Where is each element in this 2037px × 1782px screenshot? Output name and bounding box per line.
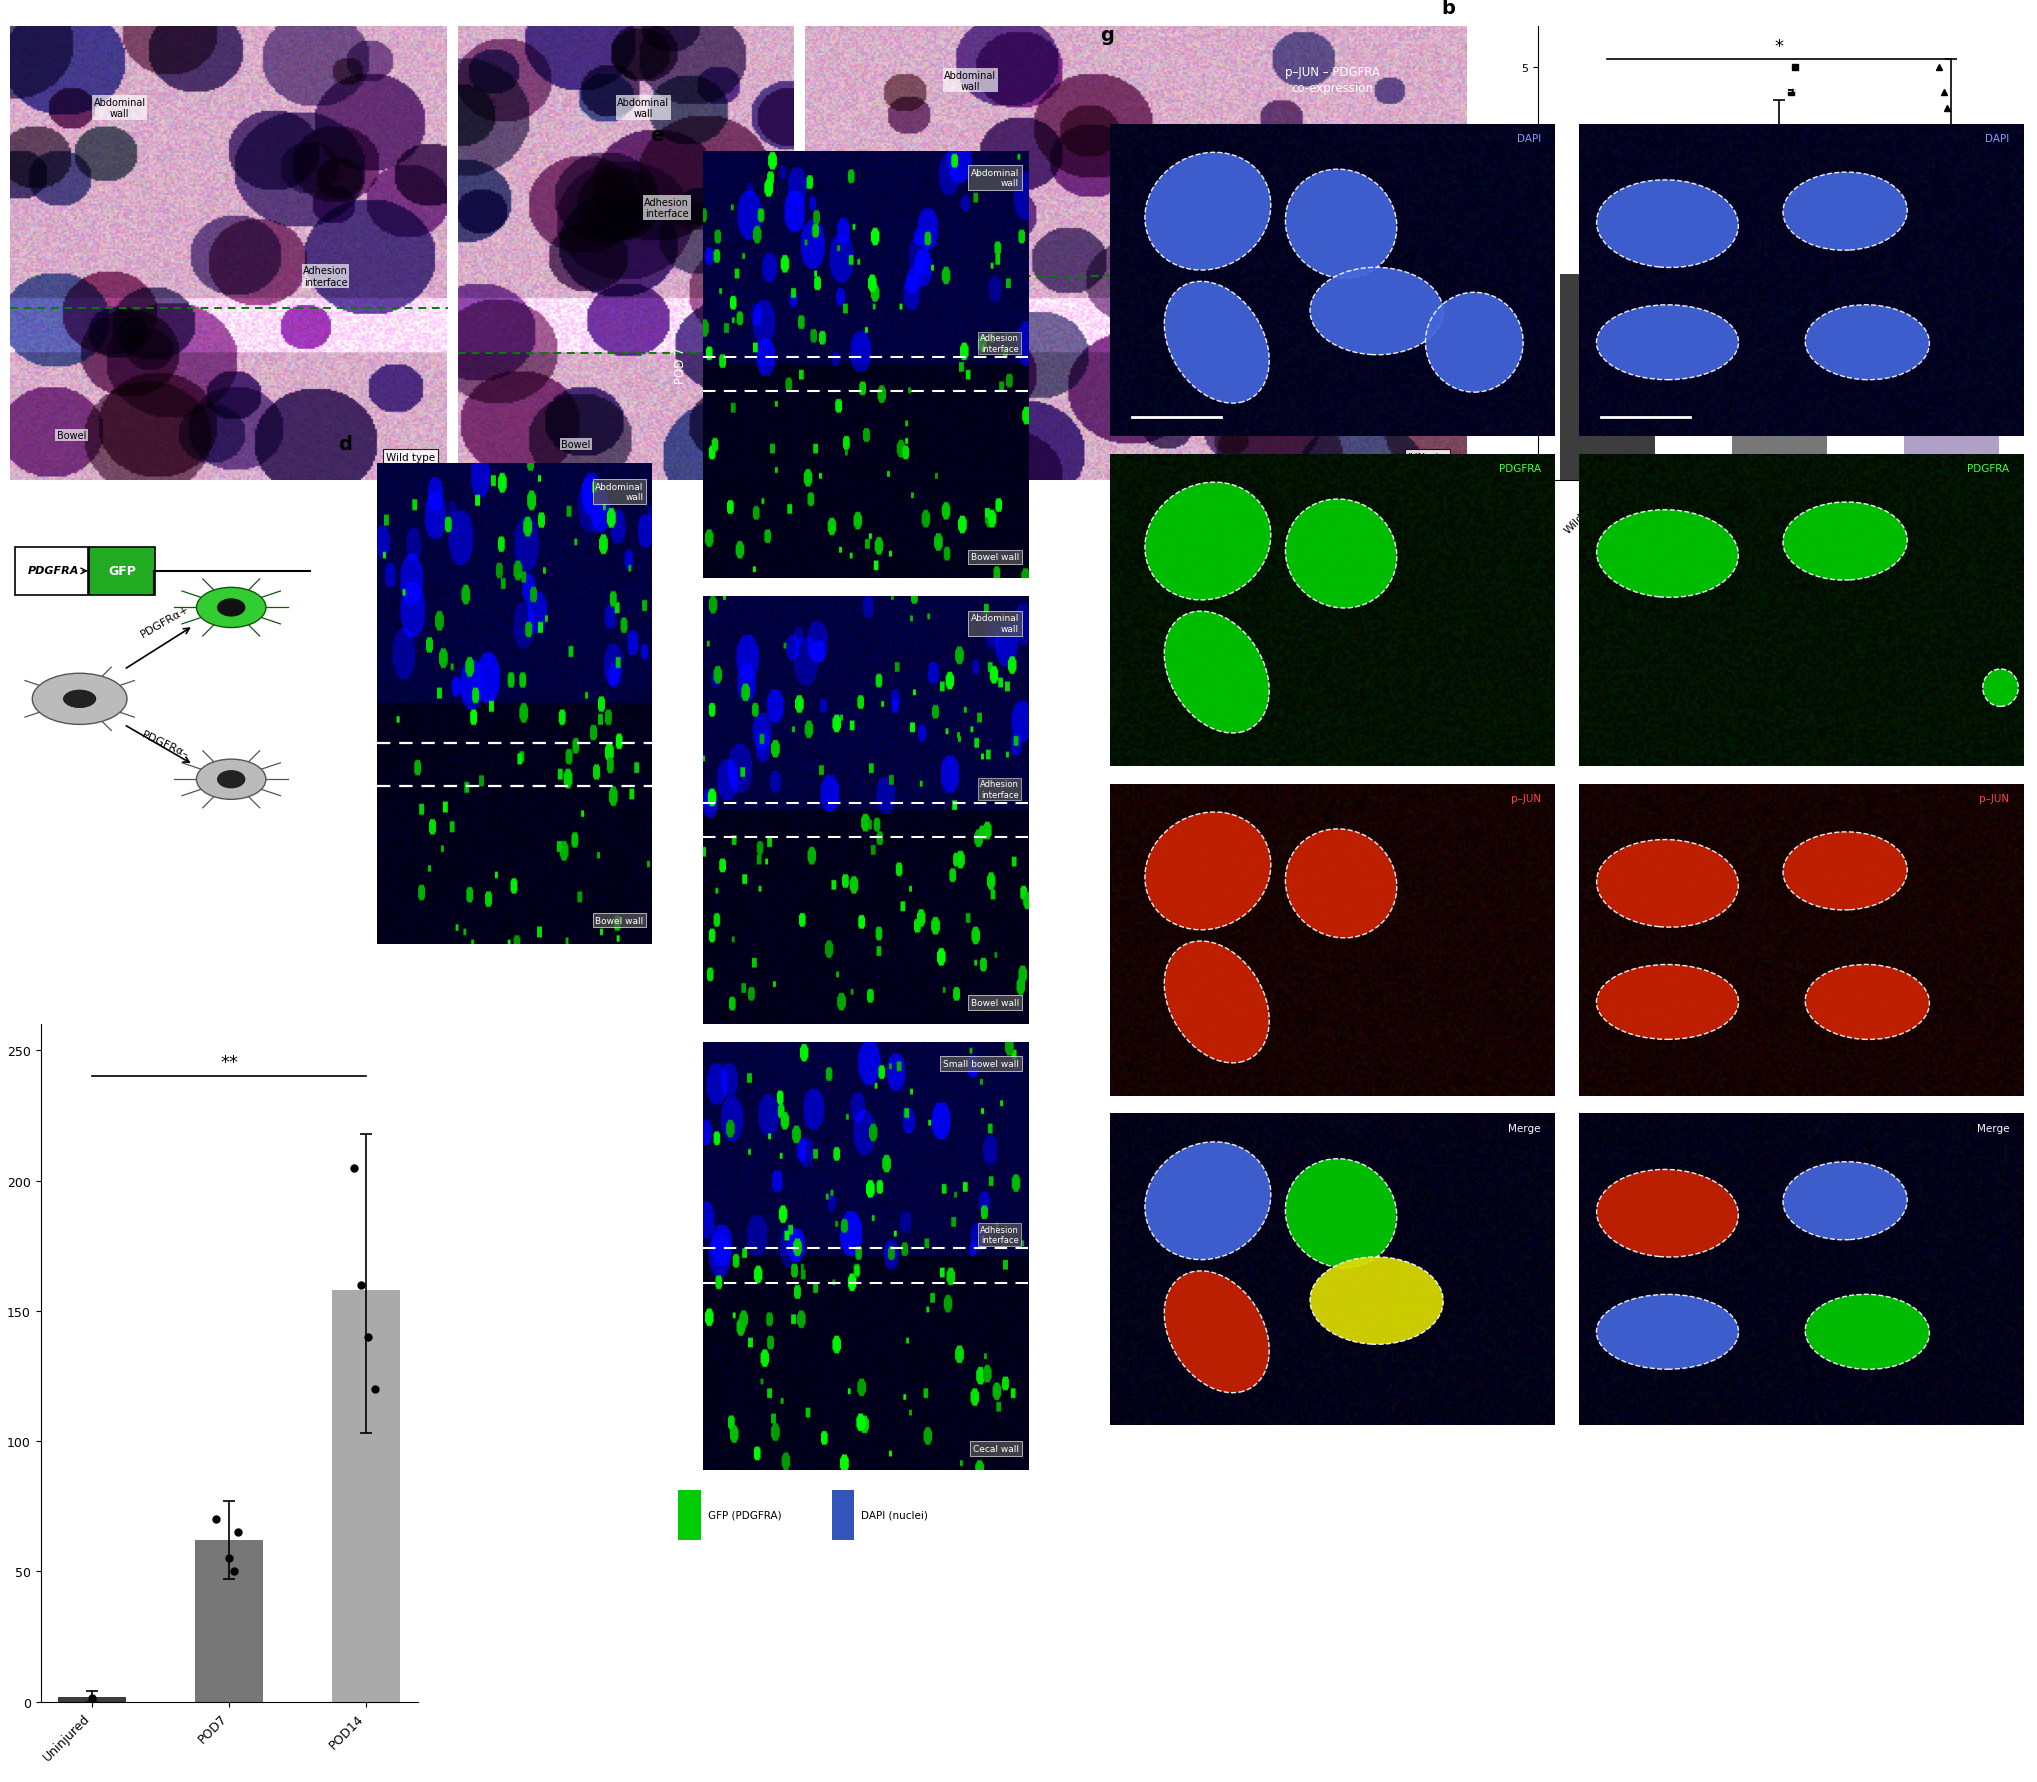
- Text: Merge: Merge: [1509, 1123, 1540, 1133]
- Text: Bowel wall: Bowel wall: [972, 552, 1018, 561]
- Text: Abdominal
wall: Abdominal wall: [970, 169, 1018, 187]
- Text: Adhesion
interface: Adhesion interface: [980, 335, 1018, 353]
- Ellipse shape: [1597, 964, 1738, 1039]
- Bar: [1731, 187, 1827, 481]
- Bar: [196, 1540, 263, 1702]
- Text: DAPI (nuclei): DAPI (nuclei): [862, 1509, 927, 1520]
- Ellipse shape: [1597, 307, 1738, 381]
- Ellipse shape: [1782, 832, 1907, 911]
- Text: JUN+/+: JUN+/+: [1408, 453, 1446, 463]
- Ellipse shape: [1145, 813, 1271, 930]
- Ellipse shape: [218, 599, 244, 617]
- Ellipse shape: [1165, 1271, 1269, 1394]
- Y-axis label: Adhesion score (0–5): Adhesion score (0–5): [1503, 189, 1516, 319]
- Ellipse shape: [1145, 153, 1271, 271]
- Text: Adhesion
interface: Adhesion interface: [304, 266, 348, 287]
- Text: PDGFRα–: PDGFRα–: [141, 729, 189, 759]
- Ellipse shape: [1165, 282, 1269, 405]
- Ellipse shape: [1145, 1142, 1271, 1260]
- Text: Adhesion
interface: Adhesion interface: [644, 198, 689, 219]
- Text: **: **: [220, 1053, 238, 1071]
- Text: p–JUN – PDGFRA
co-expression: p–JUN – PDGFRA co-expression: [1285, 66, 1379, 94]
- Text: DAPI: DAPI: [1986, 134, 2008, 144]
- Text: Wild type: Wild type: [385, 453, 436, 463]
- Text: DAPI: DAPI: [1518, 134, 1540, 144]
- Text: Adhesion
interface: Adhesion interface: [1259, 312, 1304, 333]
- Text: p–JUN: p–JUN: [1511, 793, 1540, 804]
- Text: Abdominal
wall: Abdominal wall: [595, 483, 644, 503]
- Text: Small bowel wall: Small bowel wall: [943, 1060, 1018, 1069]
- Text: Adhesion
interface: Adhesion interface: [1312, 175, 1357, 196]
- Text: GFP (PDGFRA): GFP (PDGFRA): [707, 1509, 782, 1520]
- Ellipse shape: [1782, 173, 1907, 251]
- Ellipse shape: [1310, 267, 1442, 356]
- Ellipse shape: [1165, 941, 1269, 1064]
- Ellipse shape: [1285, 829, 1397, 939]
- Ellipse shape: [33, 674, 126, 725]
- Text: JUN+/−: JUN+/−: [746, 453, 784, 463]
- Text: GFP: GFP: [108, 565, 136, 577]
- Ellipse shape: [63, 690, 96, 709]
- Text: PDGFRA: PDGFRA: [1968, 463, 2008, 474]
- FancyBboxPatch shape: [90, 547, 155, 595]
- Ellipse shape: [196, 759, 267, 800]
- Ellipse shape: [1285, 499, 1397, 609]
- Ellipse shape: [63, 690, 96, 709]
- Bar: [57, 1696, 126, 1702]
- Text: Uninjured: Uninjured: [348, 675, 361, 732]
- Ellipse shape: [1597, 510, 1738, 599]
- Ellipse shape: [1285, 1158, 1397, 1269]
- Bar: [1905, 146, 1998, 481]
- Ellipse shape: [1145, 483, 1271, 601]
- Ellipse shape: [1597, 180, 1738, 269]
- Text: PDGFRα+: PDGFRα+: [139, 604, 191, 640]
- Text: g: g: [1100, 25, 1114, 45]
- Ellipse shape: [1597, 1169, 1738, 1258]
- Ellipse shape: [1285, 169, 1397, 280]
- Text: Abdominal
wall: Abdominal wall: [970, 615, 1018, 633]
- Text: Merge: Merge: [1978, 1123, 2008, 1133]
- Text: Bowel wall: Bowel wall: [595, 916, 644, 925]
- Ellipse shape: [1426, 294, 1524, 394]
- Ellipse shape: [1805, 305, 1929, 381]
- Ellipse shape: [196, 588, 267, 629]
- Text: b: b: [1442, 0, 1454, 18]
- Text: Bowel wall: Bowel wall: [972, 998, 1018, 1007]
- Text: POD 14: POD 14: [674, 1235, 686, 1278]
- Ellipse shape: [1782, 1162, 1907, 1240]
- Text: PDGFRA: PDGFRA: [29, 567, 79, 576]
- Text: Bowel: Bowel: [57, 431, 86, 440]
- Ellipse shape: [1597, 1294, 1738, 1369]
- Text: Abdominal
wall: Abdominal wall: [617, 98, 670, 119]
- Text: Adhesion
interface: Adhesion interface: [980, 1226, 1018, 1244]
- Text: Cecal wall: Cecal wall: [974, 1443, 1018, 1452]
- Ellipse shape: [1782, 503, 1907, 581]
- Text: Abdominal
wall: Abdominal wall: [94, 98, 147, 119]
- Bar: [1560, 274, 1654, 481]
- Text: p–JUN – PDGFRA
independent expression: p–JUN – PDGFRA independent expression: [1729, 66, 1872, 94]
- Text: p–JUN: p–JUN: [1980, 793, 2008, 804]
- Text: Abdominal
wall: Abdominal wall: [943, 71, 996, 93]
- Text: POD 14: POD 14: [674, 789, 686, 832]
- Ellipse shape: [1805, 1294, 1929, 1370]
- Ellipse shape: [1165, 611, 1269, 734]
- Ellipse shape: [1805, 964, 1929, 1041]
- Ellipse shape: [1597, 839, 1738, 928]
- Text: PDGFRA: PDGFRA: [1499, 463, 1540, 474]
- Text: Adhesion
interface: Adhesion interface: [980, 781, 1018, 798]
- Bar: [831, 1490, 854, 1540]
- Ellipse shape: [1982, 670, 2019, 707]
- Text: *: *: [1774, 37, 1784, 55]
- Ellipse shape: [218, 770, 244, 789]
- Ellipse shape: [1310, 1256, 1442, 1345]
- Bar: [678, 1490, 701, 1540]
- Text: POD 7: POD 7: [674, 347, 686, 383]
- Text: Bowel: Bowel: [870, 453, 898, 463]
- Text: d: d: [338, 435, 352, 453]
- Text: e: e: [650, 127, 664, 144]
- FancyBboxPatch shape: [14, 547, 88, 595]
- Bar: [332, 1290, 401, 1702]
- Text: Bowel: Bowel: [562, 440, 591, 449]
